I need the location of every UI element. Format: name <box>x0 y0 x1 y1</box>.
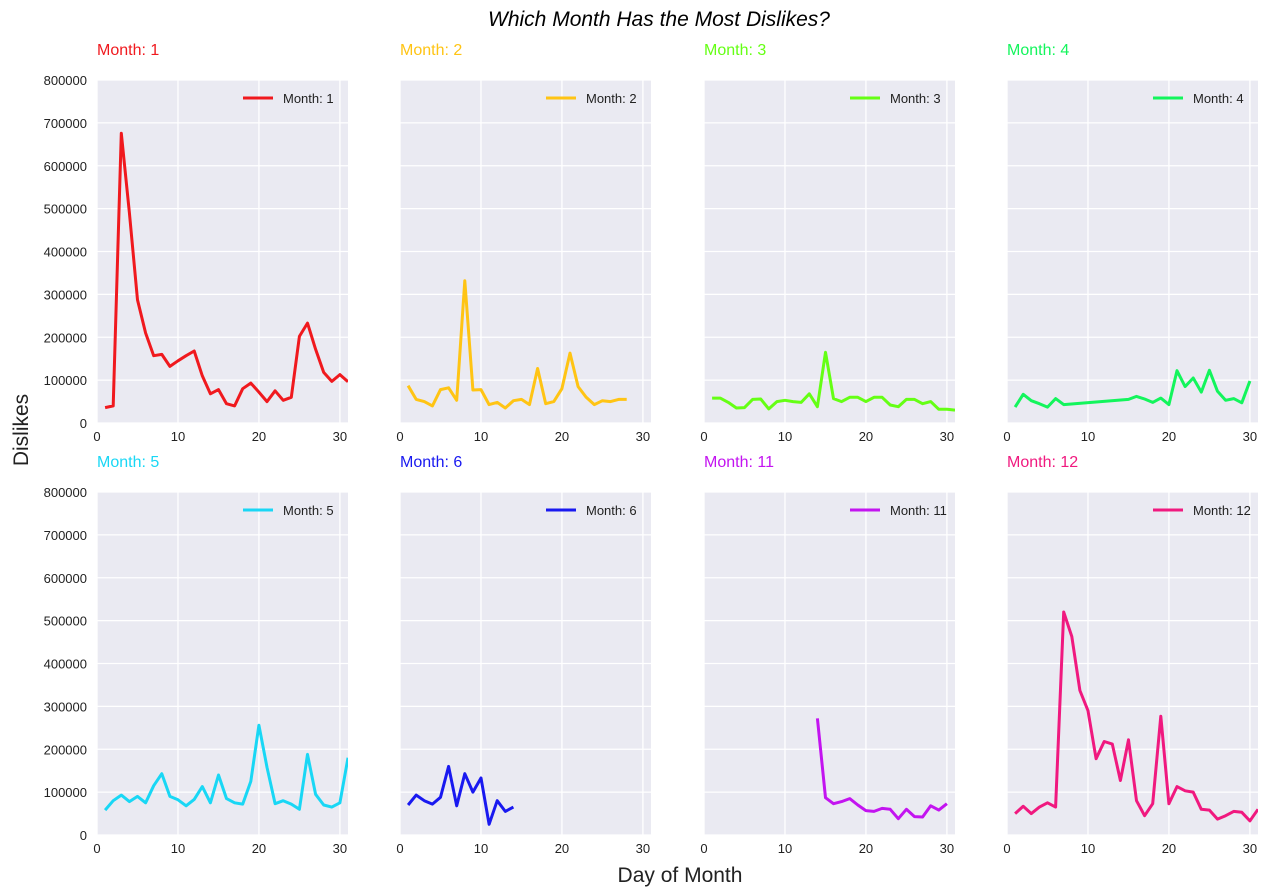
x-tick-label: 30 <box>1243 841 1257 856</box>
x-tick-label: 20 <box>1162 429 1176 444</box>
figure-title: Which Month Has the Most Dislikes? <box>488 8 830 31</box>
series-line <box>406 279 627 410</box>
x-tick-label: 10 <box>474 841 488 856</box>
y-tick-label: 700000 <box>44 528 87 543</box>
legend-label: Month: 11 <box>890 503 947 518</box>
subplot-title: Month: 6 <box>400 454 462 471</box>
x-tick-label: 20 <box>555 429 569 444</box>
y-tick-label: 100000 <box>44 785 87 800</box>
x-tick-label: 30 <box>1243 429 1257 444</box>
series-line <box>1014 610 1258 823</box>
x-axis-label: Day of Month <box>618 864 743 887</box>
legend-label: Month: 12 <box>1193 503 1251 518</box>
y-tick-label: 700000 <box>44 116 87 131</box>
x-tick-label: 30 <box>636 841 650 856</box>
y-tick-label: 200000 <box>44 742 87 757</box>
x-tick-label: 10 <box>778 841 792 856</box>
legend-label: Month: 2 <box>586 91 637 106</box>
x-tick-label: 0 <box>700 841 707 856</box>
series-line <box>104 131 348 410</box>
legend-label: Month: 1 <box>283 91 334 106</box>
x-tick-label: 0 <box>93 841 100 856</box>
y-tick-label: 400000 <box>44 657 87 672</box>
y-tick-label: 400000 <box>44 245 87 260</box>
x-tick-label: 30 <box>636 429 650 444</box>
x-tick-label: 30 <box>333 429 347 444</box>
x-tick-label: 10 <box>778 429 792 444</box>
x-tick-label: 0 <box>396 841 403 856</box>
legend-label: Month: 6 <box>586 503 637 518</box>
y-tick-label: 300000 <box>44 287 87 302</box>
subplot-title: Month: 5 <box>97 454 159 471</box>
y-tick-label: 500000 <box>44 614 87 629</box>
x-tick-label: 0 <box>93 429 100 444</box>
y-tick-label: 0 <box>80 828 87 843</box>
subplot-title: Month: 3 <box>704 42 766 59</box>
subplot-month-1: 0 10 20 30 0 100000 200000 300000 400000 500000 60… <box>44 42 348 444</box>
x-tick-label: 10 <box>474 429 488 444</box>
series-line <box>406 764 515 826</box>
subplot-month-4: 0 10 20 30 Month: 4 Month: 4 <box>1003 42 1258 444</box>
y-tick-label: 800000 <box>44 73 87 88</box>
x-tick-label: 20 <box>555 841 569 856</box>
y-tick-label: 300000 <box>44 699 87 714</box>
subplot-title: Month: 12 <box>1007 454 1078 471</box>
subplot-title: Month: 2 <box>400 42 462 59</box>
x-tick-label: 30 <box>333 841 347 856</box>
x-tick-label: 0 <box>700 429 707 444</box>
subplot-month-6: 0 10 20 30 Month: 6 Month: 6 <box>396 454 651 856</box>
x-tick-label: 30 <box>940 841 954 856</box>
x-tick-label: 10 <box>171 841 185 856</box>
x-tick-label: 20 <box>1162 841 1176 856</box>
subplot-month-5: 0 10 20 30 0 100000 200000 300000 400000 500000 60… <box>44 454 348 856</box>
y-tick-label: 600000 <box>44 571 87 586</box>
subplot-grid: 0 10 20 30010000020000030000040000050000060… <box>44 42 1258 856</box>
subplot-month-12: 0 10 20 30 Month: 12 Month: 12 <box>1003 454 1258 856</box>
x-tick-label: 10 <box>1081 429 1095 444</box>
x-tick-label: 0 <box>396 429 403 444</box>
subplot-title: Month: 11 <box>704 454 774 471</box>
y-tick-label: 800000 <box>44 485 87 500</box>
y-tick-label: 600000 <box>44 159 87 174</box>
subplot-title: Month: 4 <box>1007 42 1069 59</box>
y-axis-label: Dislikes <box>10 394 33 466</box>
subplot-month-11: 0 10 20 30 Month: 11 Month: 11 <box>700 454 955 856</box>
series-line <box>1013 368 1252 409</box>
x-tick-label: 10 <box>1081 841 1095 856</box>
x-tick-label: 20 <box>252 429 266 444</box>
legend-label: Month: 5 <box>283 503 334 518</box>
subplot-title: Month: 1 <box>97 42 159 59</box>
legend-label: Month: 3 <box>890 91 941 106</box>
x-tick-label: 10 <box>171 429 185 444</box>
y-tick-label: 0 <box>80 416 87 431</box>
x-tick-label: 20 <box>252 841 266 856</box>
y-tick-label: 500000 <box>44 202 87 217</box>
x-tick-label: 30 <box>940 429 954 444</box>
x-tick-label: 20 <box>859 841 873 856</box>
y-tick-label: 100000 <box>44 373 87 388</box>
series-line <box>103 723 348 812</box>
series-line <box>712 350 955 412</box>
y-tick-label: 200000 <box>44 330 87 345</box>
subplot-month-3: 0 10 20 30 Month: 3 Month: 3 <box>700 42 955 444</box>
x-tick-label: 0 <box>1003 429 1010 444</box>
x-tick-label: 0 <box>1003 841 1010 856</box>
subplot-month-2: 0 10 20 30 Month: 2 Month: 2 <box>396 42 651 444</box>
x-tick-label: 20 <box>859 429 873 444</box>
legend-label: Month: 4 <box>1193 91 1244 106</box>
series-line <box>815 718 948 821</box>
